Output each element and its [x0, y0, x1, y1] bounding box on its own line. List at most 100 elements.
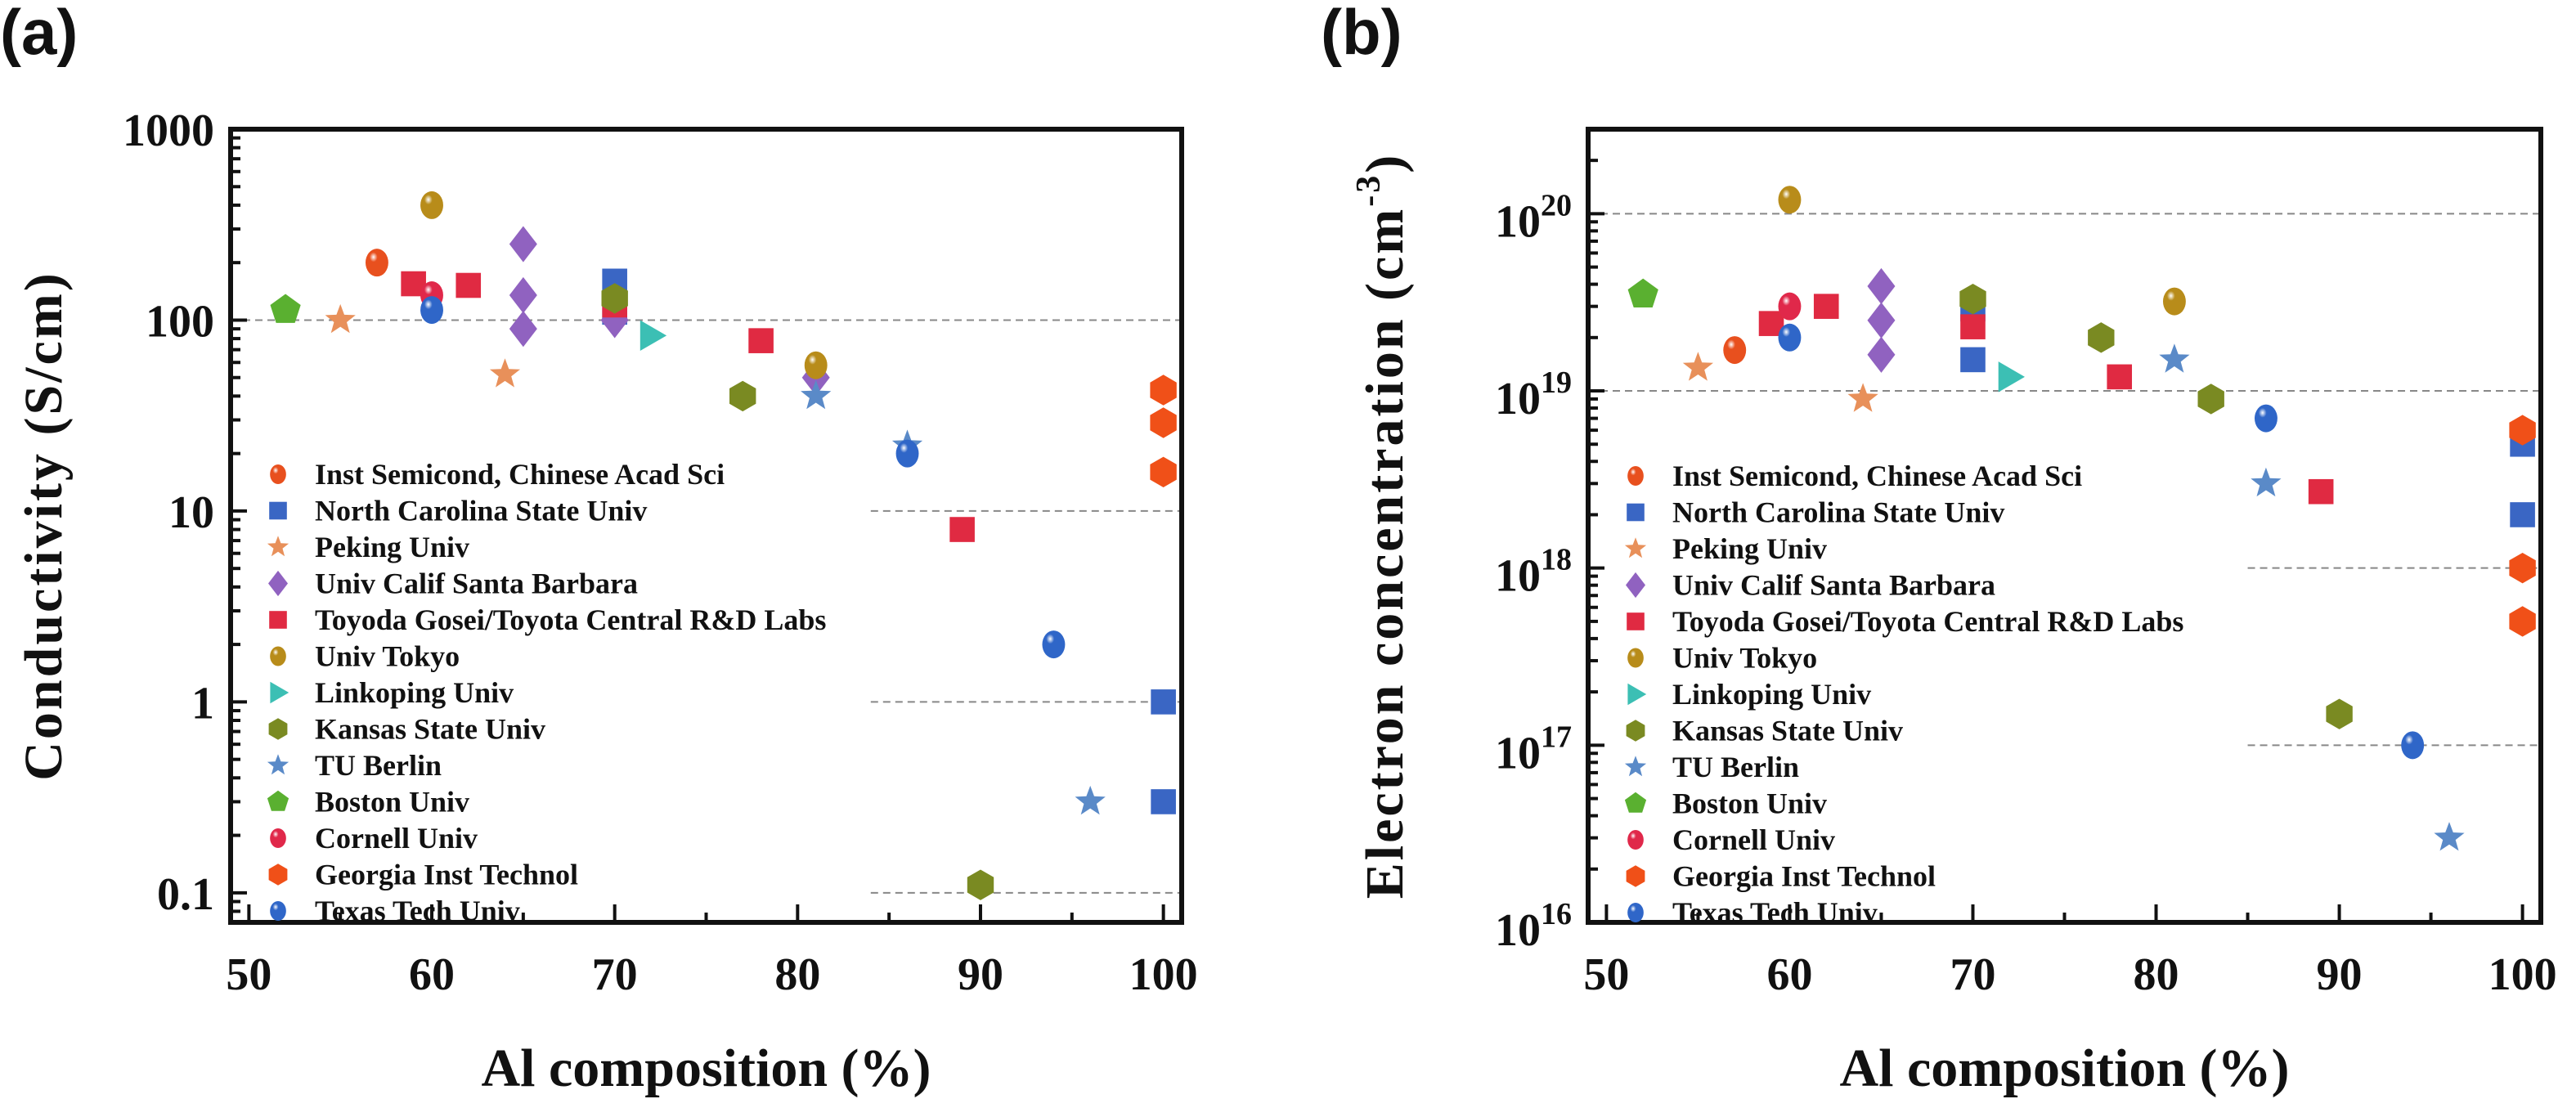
x-tick-label: 90 — [2317, 949, 2363, 1000]
x-tick-label: 100 — [2488, 949, 2557, 1000]
panel-a-label: (a) — [0, 0, 79, 68]
data-point — [2308, 478, 2334, 505]
data-point — [1150, 375, 1177, 406]
legend-label: TU Berlin — [315, 749, 442, 782]
data-point — [1867, 267, 1896, 305]
y-tick-label: 1 — [191, 678, 214, 729]
data-point — [2107, 364, 2133, 390]
data-point — [748, 328, 774, 353]
data-point — [1151, 689, 1176, 715]
data-point — [2509, 415, 2536, 446]
data-point — [601, 283, 628, 314]
legend-marker — [269, 611, 287, 629]
x-tick-label: 60 — [1766, 949, 1812, 1000]
legend-label: Cornell Univ — [315, 822, 478, 855]
x-axis-title: Al composition (%) — [482, 1038, 931, 1098]
legend-marker — [1626, 720, 1645, 742]
legend-label: Toyoda Gosei/Toyota Central R&D Labs — [1672, 605, 2183, 638]
legend-marker — [270, 464, 286, 484]
data-point — [2326, 698, 2353, 729]
legend-label: Peking Univ — [315, 531, 469, 563]
data-point — [2510, 502, 2535, 527]
legend-label: Peking Univ — [1672, 532, 1827, 565]
data-point — [949, 517, 975, 542]
x-tick-label: 80 — [2134, 949, 2179, 1000]
legend-marker — [1627, 830, 1644, 850]
y-tick-label: 1017 — [1495, 720, 1572, 778]
legend-label: Univ Tokyo — [1672, 642, 1817, 675]
x-tick-label: 70 — [1950, 949, 1995, 1000]
data-point — [1959, 284, 1986, 315]
data-point — [2509, 606, 2536, 637]
legend-label: Georgia Inst Technol — [1672, 860, 1936, 893]
y-tick-label: 100 — [146, 296, 214, 347]
data-point — [2162, 287, 2186, 316]
legend-marker — [267, 754, 289, 775]
x-axis-title: Al composition (%) — [1840, 1038, 2290, 1098]
data-point — [895, 439, 919, 468]
data-point — [325, 303, 356, 334]
data-point — [2401, 731, 2425, 760]
y-tick-label: 1000 — [123, 105, 214, 156]
data-point — [2251, 467, 2282, 497]
legend-marker — [267, 536, 289, 557]
data-point — [420, 296, 443, 325]
electron-concentration-chart: 50 60 70 80 90 100 1016 1017 1018 1019 1020 Al comp… — [1350, 127, 2557, 1098]
data-point — [1998, 361, 2025, 393]
y-tick-label: 10 — [168, 487, 214, 538]
data-point — [1682, 352, 1713, 381]
legend-marker — [1627, 683, 1647, 706]
data-point — [2159, 343, 2190, 373]
data-point — [1778, 186, 1802, 214]
legend-label: Toyoda Gosei/Toyota Central R&D Labs — [315, 603, 826, 636]
legend-marker — [1627, 903, 1644, 922]
data-point — [456, 272, 482, 298]
legend-marker — [269, 501, 287, 520]
legend-label: North Carolina State Univ — [1672, 496, 2004, 529]
legend-marker — [270, 646, 286, 666]
legend-marker — [1624, 537, 1647, 558]
legend-label: Kansas State Univ — [1672, 715, 1903, 747]
data-point — [509, 311, 537, 348]
panel-b-label: (b) — [1321, 0, 1402, 68]
legend-label: Boston Univ — [315, 786, 469, 819]
data-point — [1847, 383, 1878, 412]
plot-frame — [1586, 127, 2543, 925]
data-point — [1150, 456, 1177, 487]
legend-marker — [1626, 572, 1645, 599]
y-tick-label: 0.1 — [157, 869, 214, 920]
x-tick-label: 60 — [409, 949, 455, 1000]
legend-label: Univ Calif Santa Barbara — [315, 567, 638, 600]
x-tick-label: 80 — [774, 949, 820, 1000]
data-point — [729, 380, 756, 412]
x-tick-label: 50 — [226, 949, 272, 1000]
x-tick-label: 90 — [958, 949, 1003, 1000]
legend-marker — [1627, 648, 1644, 668]
data-point — [640, 320, 667, 352]
data-point — [1075, 785, 1106, 815]
legend-label: Univ Tokyo — [315, 640, 460, 673]
legend-label: Inst Semicond, Chinese Acad Sci — [1672, 460, 2082, 492]
legend-label: Linkoping Univ — [1672, 678, 1871, 711]
y-axis-title: Electron concentration (cm-3) — [1350, 153, 1415, 899]
data-point — [420, 191, 443, 219]
legend-marker — [1627, 503, 1645, 522]
legend-label: Georgia Inst Technol — [315, 859, 578, 891]
y-tick-label: 1018 — [1495, 543, 1572, 602]
legend-marker — [270, 901, 286, 921]
data-point — [1813, 294, 1839, 319]
y-axis-title: Conductivity (S/cm) — [14, 271, 74, 780]
data-point — [2197, 384, 2224, 415]
legend-marker — [268, 570, 288, 597]
data-point — [2088, 322, 2115, 353]
legend-label: Univ Calif Santa Barbara — [1672, 569, 1995, 602]
legend-marker — [1627, 612, 1645, 630]
y-tick-label: 1016 — [1495, 897, 1572, 956]
data-point — [365, 249, 388, 277]
data-point — [1960, 347, 1986, 373]
data-point — [2509, 553, 2536, 584]
y-tick-label: 1019 — [1495, 366, 1572, 424]
data-point — [509, 226, 537, 262]
data-point — [2255, 404, 2278, 433]
legend-marker — [268, 718, 288, 740]
